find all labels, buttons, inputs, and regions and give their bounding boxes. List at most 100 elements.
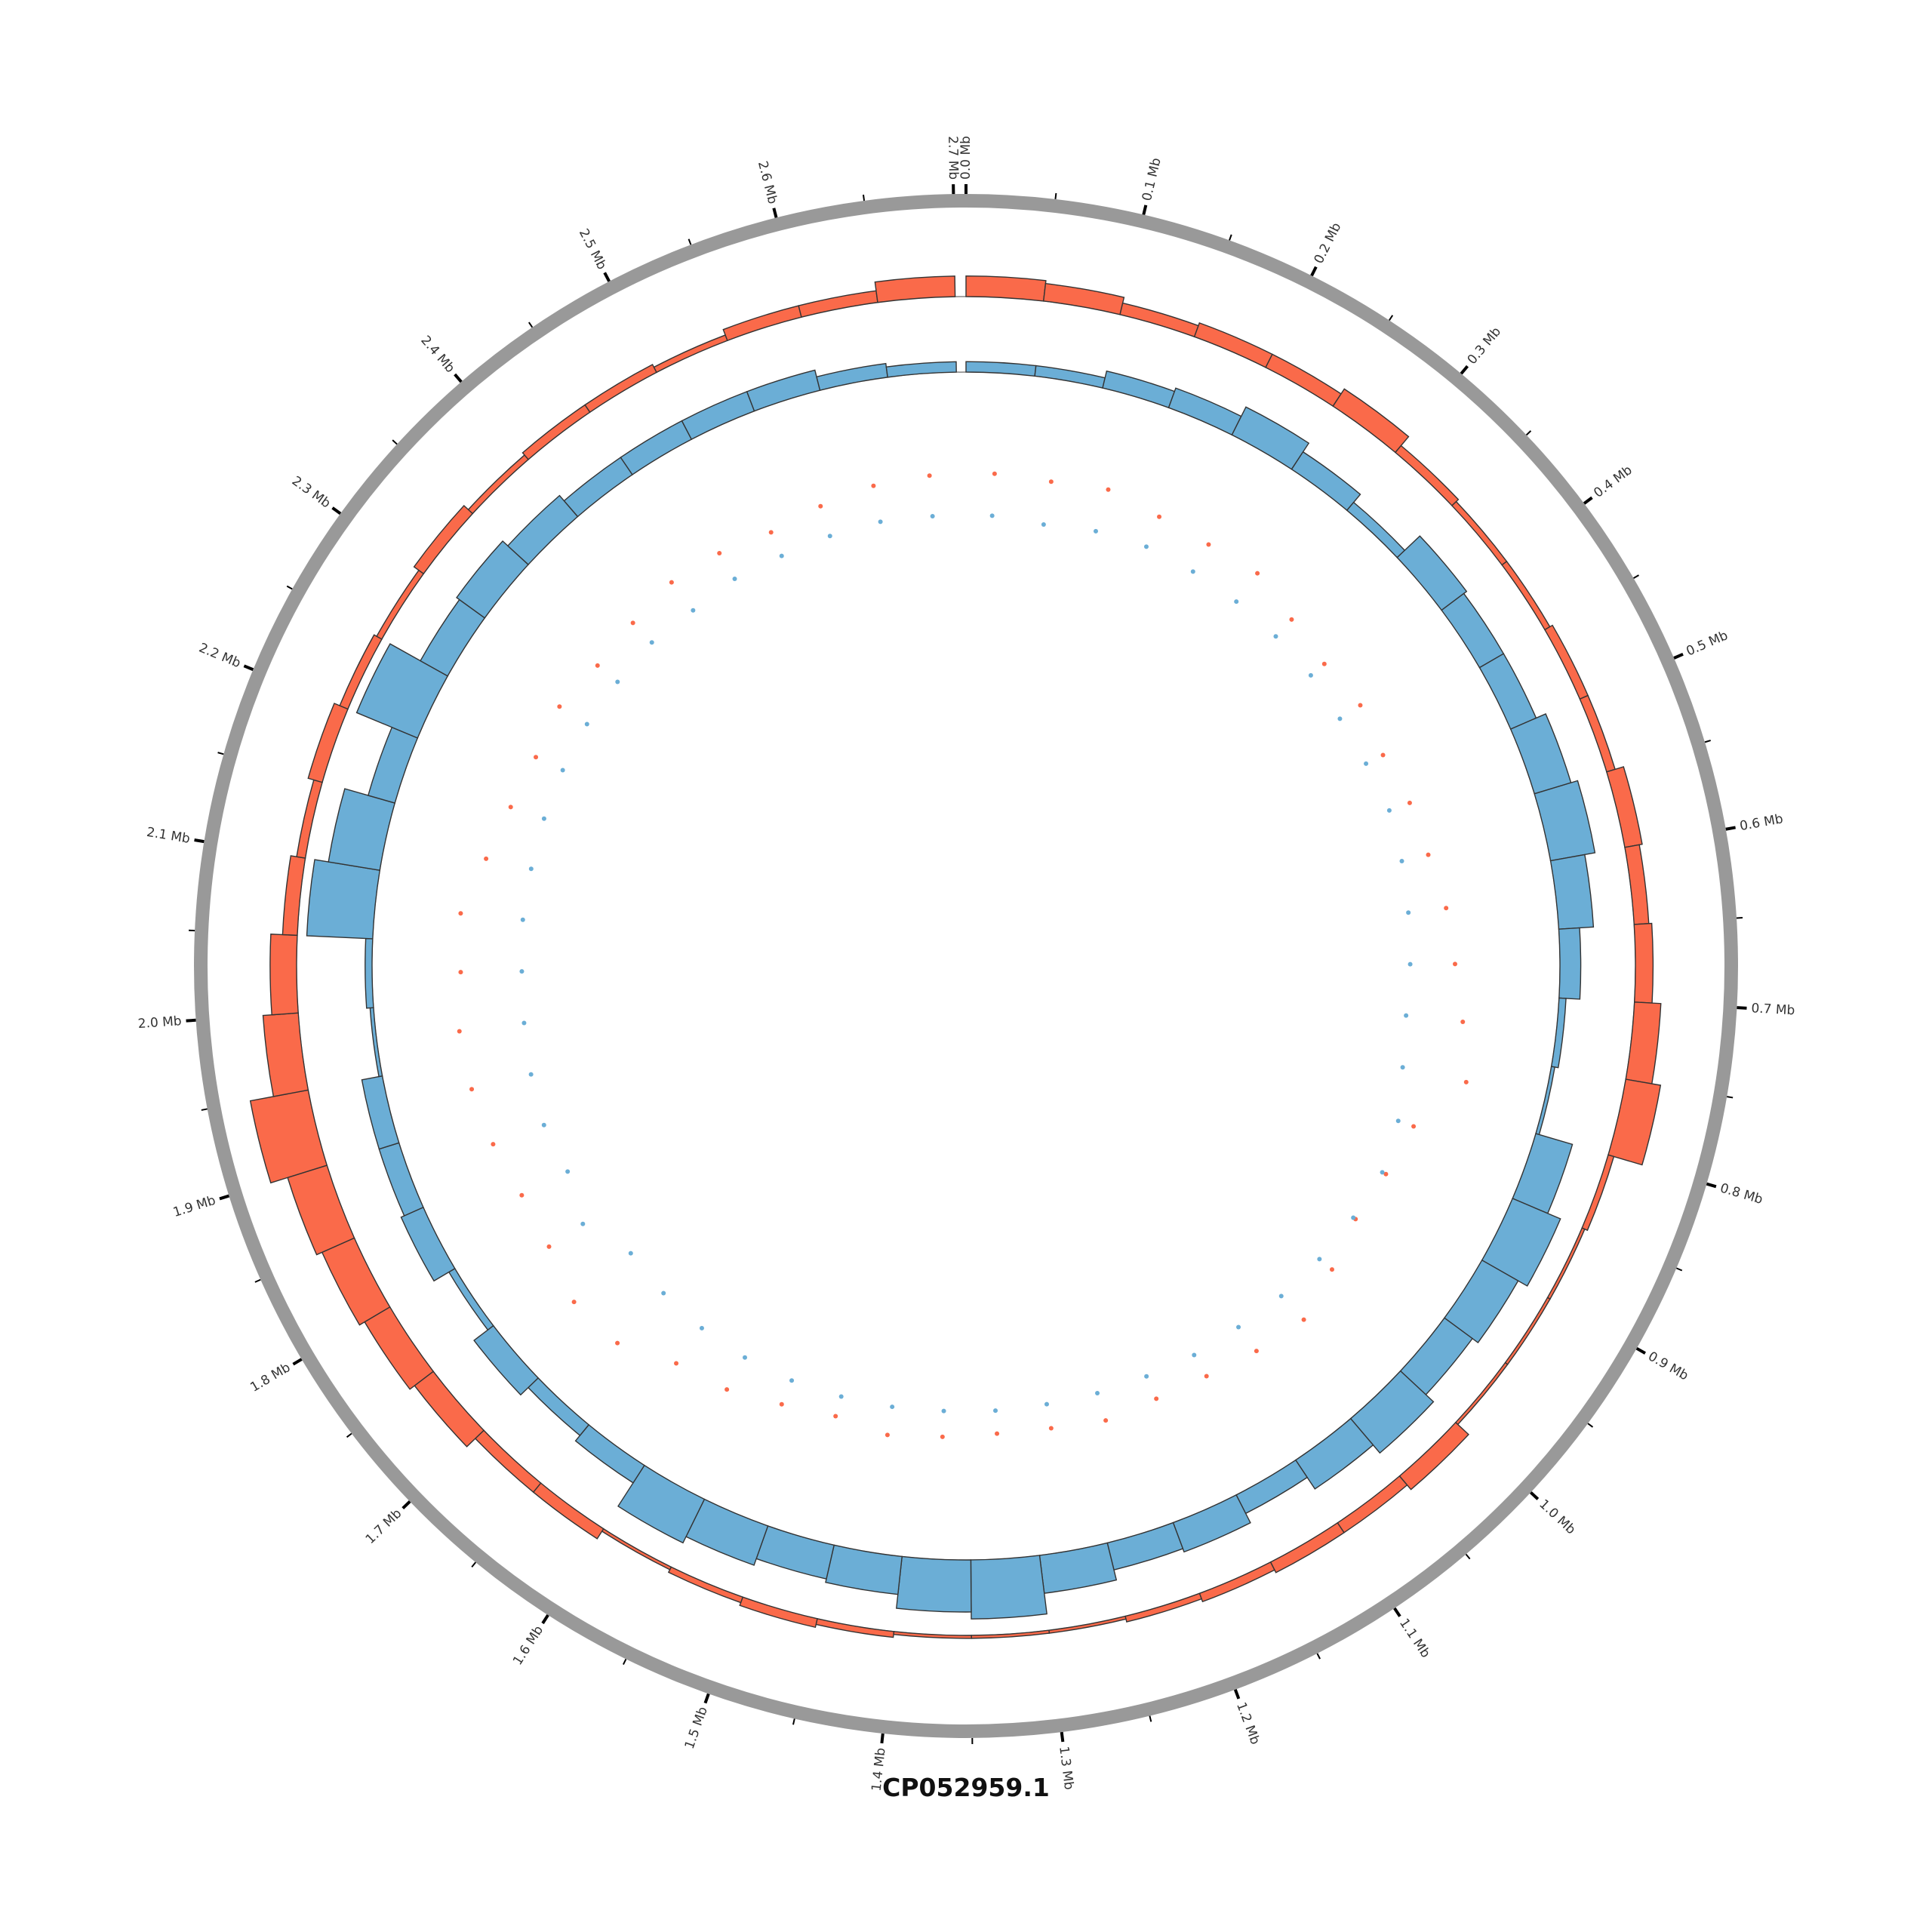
histogram-bar bbox=[1581, 1154, 1615, 1232]
tick-label: 0.0 Mb bbox=[958, 136, 974, 180]
histogram-bar bbox=[1394, 445, 1460, 506]
minor-tick bbox=[1633, 574, 1639, 579]
scatter-point bbox=[1399, 859, 1404, 864]
scatter-point bbox=[827, 534, 832, 539]
tick-label: 1.2 Mb bbox=[1233, 1700, 1263, 1746]
scatter-point bbox=[1317, 1257, 1322, 1262]
tick-label: 1.1 Mb bbox=[1396, 1616, 1433, 1660]
scatter-point bbox=[1380, 752, 1386, 758]
scatter-point bbox=[541, 816, 546, 821]
scatter-point bbox=[674, 1361, 679, 1366]
histogram-bar bbox=[1535, 1066, 1555, 1136]
histogram-bar bbox=[456, 540, 529, 619]
scatter-point bbox=[1444, 906, 1449, 911]
tick-label: 0.2 Mb bbox=[1312, 220, 1345, 266]
histogram-bar bbox=[249, 1089, 328, 1184]
histogram-bar bbox=[739, 1596, 818, 1629]
scatter-point bbox=[521, 1020, 527, 1026]
scatter-point bbox=[789, 1378, 795, 1383]
minor-tick bbox=[688, 238, 692, 245]
histogram-bar bbox=[1231, 406, 1310, 470]
histogram-bar bbox=[1193, 321, 1273, 368]
histogram-bar bbox=[448, 1267, 494, 1331]
scatter-point bbox=[1308, 672, 1313, 678]
scatter-point bbox=[833, 1414, 838, 1419]
major-tick bbox=[292, 1358, 303, 1366]
scatter-point bbox=[560, 768, 565, 773]
tick-label: 2.6 Mb bbox=[755, 159, 780, 205]
scatter-point bbox=[724, 1387, 730, 1392]
scatter-point bbox=[940, 1434, 945, 1439]
minor-tick bbox=[528, 321, 534, 328]
scatter-point bbox=[1206, 542, 1211, 547]
scatter-point bbox=[1190, 569, 1195, 574]
histogram-bar bbox=[971, 1629, 1051, 1639]
tick-label: 0.3 Mb bbox=[1465, 325, 1504, 368]
major-tick bbox=[454, 373, 463, 383]
scatter-point bbox=[484, 856, 489, 861]
major-tick bbox=[1310, 266, 1318, 277]
histogram-bar bbox=[307, 703, 349, 783]
histogram-bar bbox=[601, 1527, 672, 1571]
major-tick bbox=[1233, 1689, 1241, 1700]
scatter-point bbox=[1289, 617, 1294, 622]
histogram-bar bbox=[287, 1164, 355, 1256]
scatter-point bbox=[1278, 1294, 1284, 1299]
histogram-bar bbox=[1443, 1259, 1519, 1344]
minor-tick bbox=[1525, 430, 1532, 436]
scatter-point bbox=[1106, 487, 1111, 492]
scatter-point bbox=[1254, 1349, 1259, 1354]
histogram-bar bbox=[413, 504, 474, 575]
histogram-bar bbox=[1269, 1521, 1345, 1574]
minor-tick bbox=[254, 1278, 261, 1283]
histogram-bar bbox=[532, 1482, 605, 1540]
histogram-bar bbox=[1550, 997, 1567, 1069]
scatter-point bbox=[768, 530, 774, 535]
histogram-bar bbox=[874, 275, 956, 303]
tick-label: 0.6 Mb bbox=[1739, 811, 1785, 834]
histogram-bar bbox=[1346, 501, 1406, 558]
scatter-point bbox=[565, 1169, 571, 1174]
scatter-point bbox=[1400, 1065, 1405, 1070]
tick-label: 1.9 Mb bbox=[171, 1193, 217, 1220]
scatter-point bbox=[1255, 571, 1260, 576]
histogram-bar bbox=[467, 454, 530, 515]
red-histogram-track bbox=[249, 275, 1662, 1639]
scatter-point bbox=[1407, 961, 1413, 967]
histogram-bar bbox=[1549, 854, 1595, 930]
histogram-bar bbox=[1042, 282, 1125, 315]
histogram-bar bbox=[269, 934, 299, 1016]
histogram-bar bbox=[1102, 370, 1176, 409]
histogram-bar bbox=[563, 457, 633, 518]
major-tick bbox=[1725, 826, 1736, 831]
major-tick bbox=[703, 1693, 710, 1704]
histogram-bar bbox=[365, 937, 374, 1009]
scatter-point bbox=[989, 513, 995, 518]
histogram-bar bbox=[1168, 387, 1242, 436]
scatter-point bbox=[1463, 1079, 1469, 1084]
ideogram bbox=[194, 194, 1738, 1738]
major-tick bbox=[1060, 1731, 1065, 1743]
major-tick bbox=[1142, 205, 1148, 215]
histogram-bar bbox=[1048, 1615, 1127, 1634]
histogram-bar bbox=[400, 1206, 456, 1282]
histogram-bar bbox=[369, 1007, 383, 1078]
track-baseline bbox=[371, 371, 1561, 1561]
scatter-point bbox=[890, 1404, 895, 1410]
scatter-point bbox=[1154, 1396, 1159, 1401]
scatter-point bbox=[580, 1221, 586, 1226]
scatter-point bbox=[1204, 1374, 1209, 1379]
scatter-point bbox=[1351, 1215, 1356, 1220]
scatter-point bbox=[838, 1394, 844, 1399]
histogram-bar bbox=[1481, 1198, 1561, 1287]
scatter-point bbox=[1364, 761, 1369, 766]
histogram-bar bbox=[617, 1464, 706, 1544]
major-tick bbox=[1460, 365, 1469, 375]
tick-label: 2.7 Mb bbox=[945, 136, 961, 180]
tick-label: 1.8 Mb bbox=[248, 1360, 293, 1395]
minor-tick bbox=[471, 1561, 477, 1567]
scatter-point bbox=[1041, 521, 1046, 527]
scatter-point bbox=[541, 1122, 546, 1128]
scatter-point bbox=[993, 1408, 998, 1414]
histogram-bar bbox=[1509, 713, 1572, 795]
